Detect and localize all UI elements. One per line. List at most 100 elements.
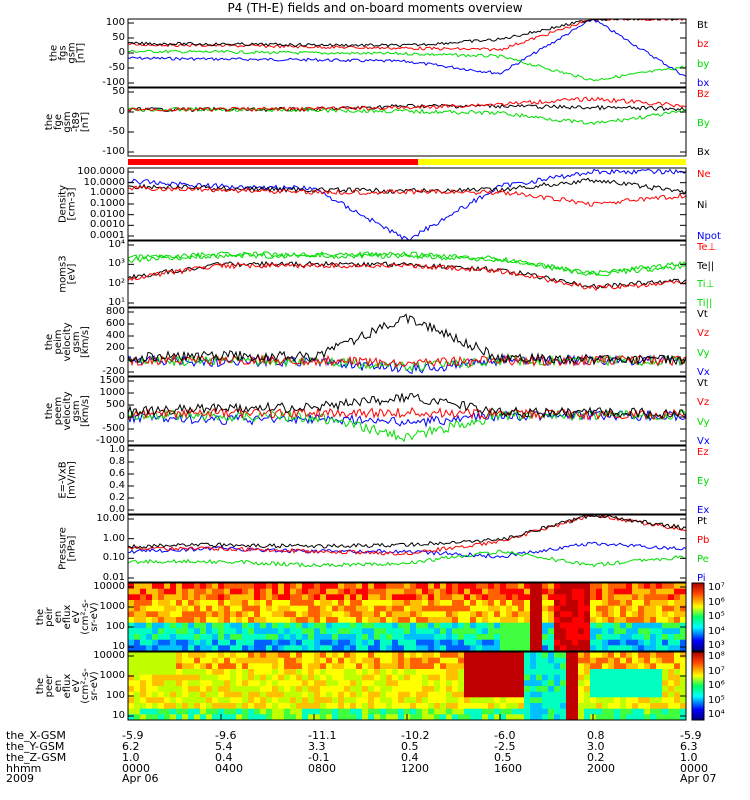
series-ti-line: [128, 252, 686, 277]
y-tick-label: 10³: [108, 258, 125, 270]
y-axis-label: eflux: [62, 605, 73, 630]
legend-entry: Vz: [697, 397, 710, 409]
y-axis-label: peer: [44, 674, 55, 698]
series-pe-line: [128, 549, 686, 568]
series-by-line: [128, 106, 686, 126]
footer-row-label: the_Z-GSM: [6, 751, 66, 764]
y-tick-label: 600: [105, 318, 125, 329]
panel-frame-8: [127, 582, 687, 652]
y-axis-label: E=-VxB: [58, 461, 69, 498]
y-axis-label: the: [35, 678, 46, 694]
y-axis-label: velocity: [62, 391, 73, 430]
y-tick-label: -200: [102, 366, 125, 377]
y-tick-label: 0.2: [109, 492, 125, 503]
y-tick-label: 10⁴: [108, 239, 125, 250]
footer-value: 0.2: [587, 751, 605, 764]
footer-value: Apr 06: [122, 772, 159, 785]
y-tick-label: 0.0100: [90, 208, 125, 220]
legend-entry: Bt: [697, 20, 708, 31]
series-vy-line: [128, 409, 686, 443]
y-axis-label: [nT]: [76, 43, 87, 63]
y-tick-label: 10000: [93, 650, 125, 661]
y-axis-label: [km/s]: [80, 395, 91, 427]
footer-value: 0000: [680, 762, 708, 775]
legend-entry: Bz: [697, 89, 710, 100]
colorbar-tick: 10⁶: [708, 680, 725, 691]
series-ni-line: [128, 177, 686, 196]
legend-entry: Bx: [697, 147, 710, 158]
footer-row-label: the_Y-GSM: [6, 740, 64, 753]
y-axis-label: peem: [53, 397, 64, 425]
y-tick-label: 0.8: [109, 456, 125, 467]
footer-value: 0000: [122, 762, 150, 775]
series-ne-line: [128, 185, 686, 207]
footer-value: 0.8: [587, 729, 605, 742]
footer-value: -5.9: [122, 729, 143, 742]
footer-value: 3.3: [308, 740, 326, 753]
legend-entry: Npot: [697, 231, 721, 242]
y-tick-label: 0: [118, 47, 125, 58]
legend-entry: Ti⊥: [697, 279, 715, 291]
y-axis-label: the: [44, 403, 55, 419]
y-tick-label: -500: [102, 423, 125, 434]
plot-title: P4 (TH-E) fields and on-board moments ov…: [227, 1, 523, 15]
legend-entry: Vy: [697, 416, 710, 428]
y-axis-label: [nT]: [80, 112, 91, 132]
footer-value: -6.0: [494, 729, 515, 742]
legend-entry: By: [697, 118, 710, 129]
series-bz-line: [128, 96, 686, 113]
legend-entry: Ey: [697, 476, 710, 487]
footer-value: -11.1: [308, 729, 336, 742]
y-tick-label: 0.0001: [90, 230, 125, 241]
y-axis-label: [mV/m]: [67, 461, 78, 499]
y-tick-label: 0.01: [102, 572, 125, 583]
y-tick-label: 10¹: [108, 297, 125, 308]
panel-frame-1: [127, 87, 687, 157]
footer-value: -10.2: [401, 729, 429, 742]
y-tick-label: 1000: [99, 387, 125, 398]
footer-value: 0.5: [401, 740, 419, 753]
y-tick-label: 1.00: [102, 532, 125, 544]
footer-value: 6.3: [680, 740, 698, 753]
series-bt-line: [128, 19, 686, 48]
legend-entry: by: [697, 58, 710, 70]
footer-value: 6.2: [122, 740, 140, 753]
y-tick-label: 50: [112, 32, 125, 43]
y-tick-label: 1000: [99, 601, 125, 612]
y-tick-label: -100: [102, 146, 125, 157]
legend-entry: Vx: [697, 367, 710, 378]
y-tick-label: 0.1000: [90, 198, 125, 209]
y-tick-label: 10.0000: [83, 176, 125, 188]
y-axis-label: gsm: [62, 111, 73, 132]
colorbar-tick: 10⁶: [708, 596, 725, 608]
y-axis-label: (cm²-s-: [80, 668, 91, 704]
y-tick-label: 1500: [99, 375, 125, 386]
footer-value: 0.5: [494, 751, 512, 764]
legend-entry: Vt: [697, 378, 708, 389]
y-axis-label: moms3: [58, 255, 69, 292]
colorbar-tick: 10⁵: [708, 611, 725, 622]
y-axis-label: the: [49, 45, 60, 61]
y-tick-label: 0.10: [102, 552, 125, 564]
y-tick-label: -100: [102, 77, 125, 88]
y-axis-label: gsm: [71, 400, 82, 421]
colorbar-tick: 10⁴: [708, 709, 725, 720]
series-vz-line: [128, 406, 686, 421]
y-tick-label: -1000: [95, 435, 125, 446]
footer-row-label: the_X-GSM: [6, 729, 66, 742]
y-tick-label: 400: [105, 330, 125, 341]
y-tick-label: -50: [108, 62, 125, 73]
y-axis-label: eV: [71, 679, 82, 692]
footer-row-label: 2009: [6, 772, 34, 785]
footer-value: 0.4: [401, 751, 419, 764]
legend-entry: Pb: [697, 535, 710, 546]
y-axis-label: the: [35, 609, 46, 625]
legend-entry: Vz: [697, 328, 710, 340]
y-tick-label: 10: [112, 710, 125, 721]
mode-bar-yellow: [418, 159, 686, 165]
footer-value: 0400: [215, 762, 243, 775]
colorbar-8: [691, 582, 705, 652]
y-tick-label: 10.00: [96, 513, 125, 524]
y-tick-label: 0.6: [109, 468, 125, 479]
